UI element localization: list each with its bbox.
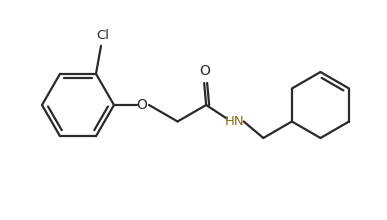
Text: HN: HN [225, 115, 245, 128]
Text: Cl: Cl [96, 29, 110, 42]
Text: O: O [137, 98, 147, 112]
Text: O: O [200, 64, 211, 78]
